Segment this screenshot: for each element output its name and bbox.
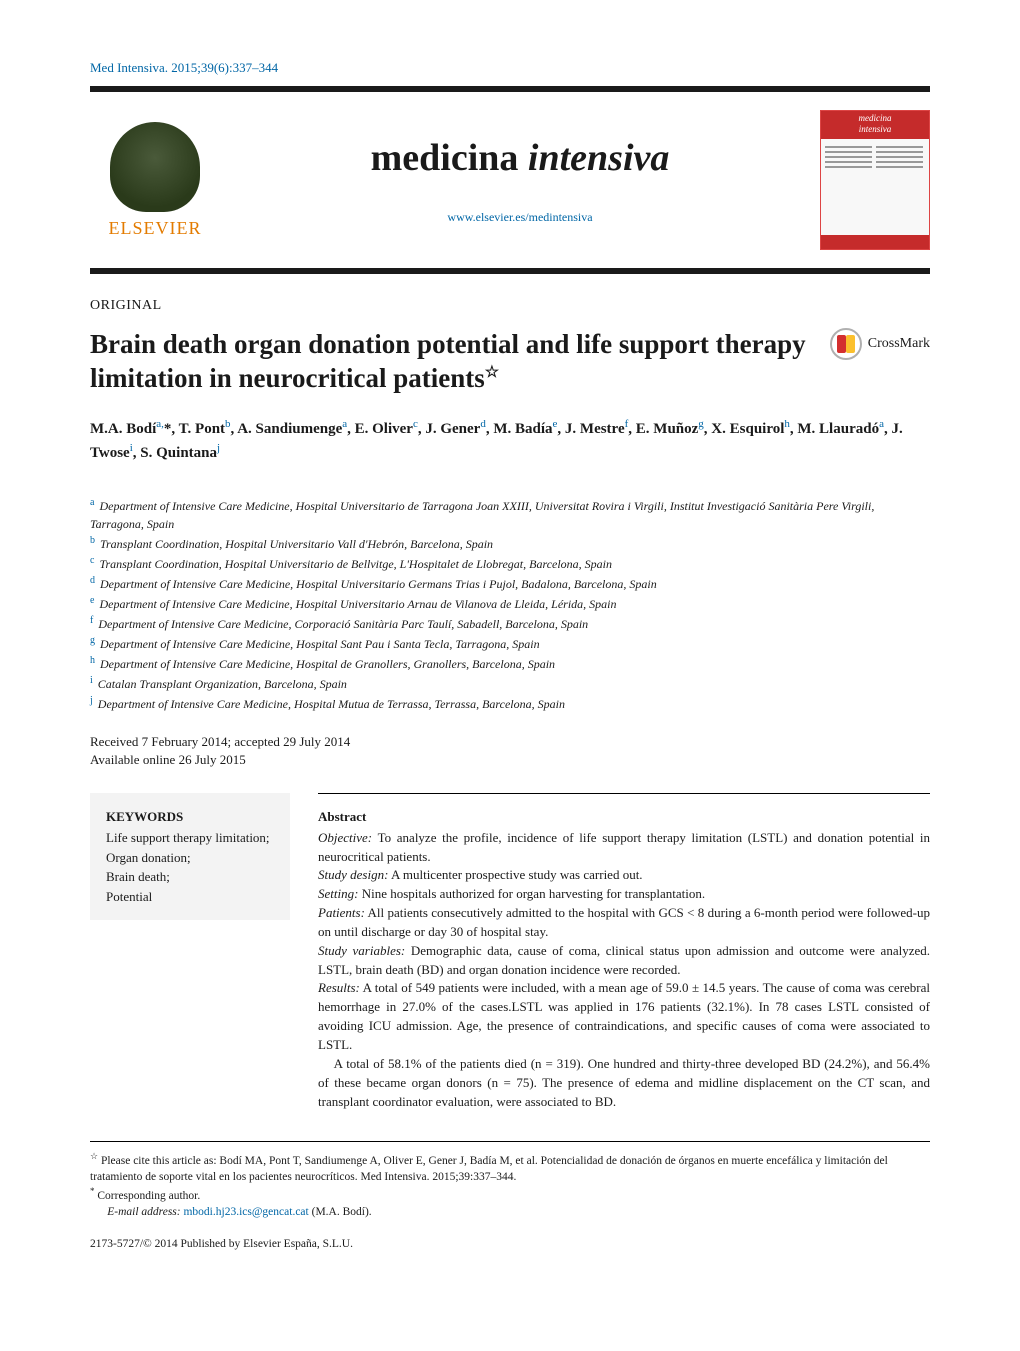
crossmark-link[interactable]: CrossMark xyxy=(830,328,930,360)
email-link[interactable]: mbodi.hj23.ics@gencat.cat xyxy=(183,1206,308,1218)
affiliation-row: b Transplant Coordination, Hospital Univ… xyxy=(90,533,930,553)
cite-as-text: Please cite this article as: Bodí MA, Po… xyxy=(90,1155,888,1183)
affiliation-row: j Department of Intensive Care Medicine,… xyxy=(90,693,930,713)
patients-label: Patients: xyxy=(318,905,365,920)
received-accepted: Received 7 February 2014; accepted 29 Ju… xyxy=(90,733,930,751)
cover-label-bottom: intensiva xyxy=(859,124,892,134)
patients-text: All patients consecutively admitted to t… xyxy=(318,905,930,939)
article-title-text: Brain death organ donation potential and… xyxy=(90,329,806,393)
footnotes: ☆ Please cite this article as: Bodí MA, … xyxy=(90,1141,930,1220)
setting-text: Nine hospitals authorized for organ harv… xyxy=(358,886,705,901)
publisher-logo: ELSEVIER xyxy=(90,122,220,239)
copyright: 2173-5727/© 2014 Published by Elsevier E… xyxy=(90,1238,930,1250)
keywords-box: KEYWORDS Life support therapy limitation… xyxy=(90,793,290,921)
study-design-label: Study design: xyxy=(318,867,388,882)
crossmark-label: CrossMark xyxy=(868,336,930,352)
affiliation-row: d Department of Intensive Care Medicine,… xyxy=(90,573,930,593)
journal-title-plain: medicina xyxy=(371,137,528,179)
crossmark-icon xyxy=(830,328,862,360)
corresponding-text: Corresponding author. xyxy=(95,1190,201,1202)
journal-title: medicina intensiva xyxy=(220,136,820,180)
journal-header: ELSEVIER medicina intensiva www.elsevier… xyxy=(90,86,930,274)
cover-label-top: medicina xyxy=(859,113,892,123)
email-label: E-mail address: xyxy=(107,1206,183,1218)
publisher-name: ELSEVIER xyxy=(90,218,220,239)
journal-url[interactable]: www.elsevier.es/medintensiva xyxy=(220,210,820,225)
affiliation-row: a Department of Intensive Care Medicine,… xyxy=(90,495,930,533)
cite-as-marker: ☆ xyxy=(90,1151,98,1161)
keywords-heading: KEYWORDS xyxy=(106,807,274,827)
email-attribution: (M.A. Bodí). xyxy=(309,1206,372,1218)
setting-label: Setting: xyxy=(318,886,358,901)
journal-cover-thumbnail: medicina intensiva xyxy=(820,110,930,250)
objective-text: To analyze the profile, incidence of lif… xyxy=(318,830,930,864)
study-design-text: A multicenter prospective study was carr… xyxy=(388,867,642,882)
cover-header: medicina intensiva xyxy=(821,111,929,139)
journal-title-block: medicina intensiva www.elsevier.es/medin… xyxy=(220,136,820,225)
article-title: Brain death organ donation potential and… xyxy=(90,328,830,396)
elsevier-tree-icon xyxy=(110,122,200,212)
affiliation-row: e Department of Intensive Care Medicine,… xyxy=(90,593,930,613)
results-label: Results: xyxy=(318,980,360,995)
affiliations: a Department of Intensive Care Medicine,… xyxy=(90,495,930,713)
affiliation-row: c Transplant Coordination, Hospital Univ… xyxy=(90,553,930,573)
results-p2: A total of 58.1% of the patients died (n… xyxy=(318,1056,930,1109)
variables-label: Study variables: xyxy=(318,943,405,958)
article-dates: Received 7 February 2014; accepted 29 Ju… xyxy=(90,733,930,769)
authors: M.A. Bodía,*, T. Pontb, A. Sandiumengea,… xyxy=(90,416,930,465)
affiliation-row: h Department of Intensive Care Medicine,… xyxy=(90,653,930,673)
affiliation-row: i Catalan Transplant Organization, Barce… xyxy=(90,673,930,693)
affiliation-row: g Department of Intensive Care Medicine,… xyxy=(90,633,930,653)
abstract: Abstract Objective: To analyze the profi… xyxy=(318,793,930,1112)
objective-label: Objective: xyxy=(318,830,372,845)
available-online: Available online 26 July 2015 xyxy=(90,751,930,769)
journal-title-italic: intensiva xyxy=(528,137,669,179)
abstract-heading: Abstract xyxy=(318,808,930,827)
keywords-list: Life support therapy limitation; Organ d… xyxy=(106,828,274,906)
variables-text: Demographic data, cause of coma, clinica… xyxy=(318,943,930,977)
citation[interactable]: Med Intensiva. 2015;39(6):337–344 xyxy=(90,60,930,76)
title-footnote-star: ☆ xyxy=(485,364,499,381)
section-label: ORIGINAL xyxy=(90,298,930,314)
results-p1: A total of 549 patients were included, w… xyxy=(318,980,930,1052)
affiliation-row: f Department of Intensive Care Medicine,… xyxy=(90,613,930,633)
